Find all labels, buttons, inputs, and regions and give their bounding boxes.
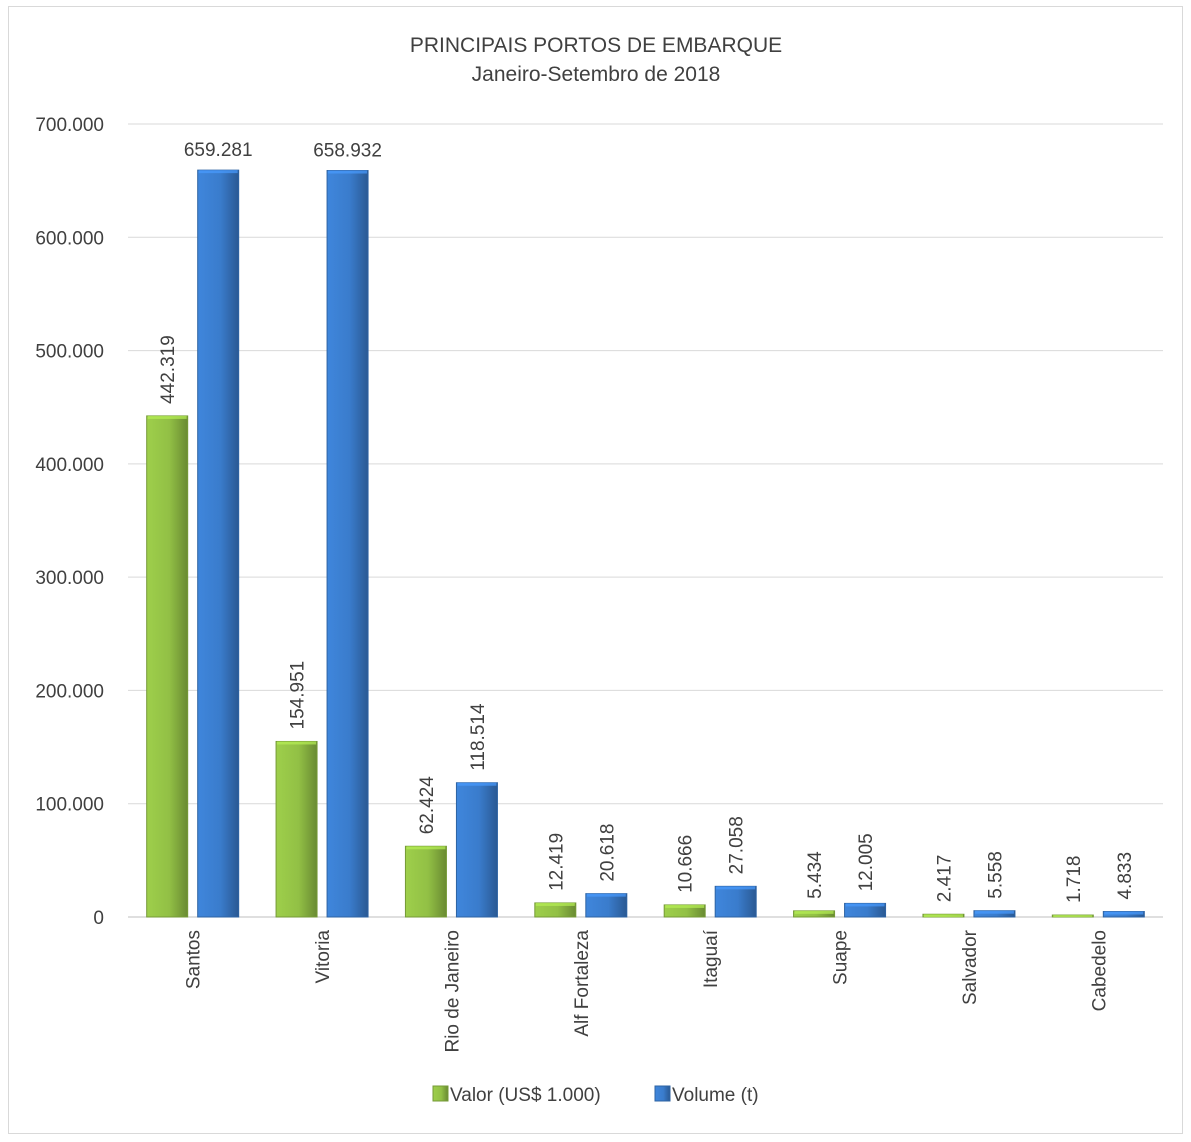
category-label: Alf Fortaleza <box>572 930 593 1037</box>
bar-bevel <box>198 170 238 174</box>
bar-valor <box>275 740 318 918</box>
data-label: 5.434 <box>805 851 826 899</box>
legend: Valor (US$ 1.000) Volume (t) <box>432 1085 759 1106</box>
y-tick-label: 100.000 <box>35 795 104 816</box>
data-label: 118.514 <box>468 703 489 771</box>
y-axis-ticks: 0 100.000 200.000 300.000 400.000 500.000 600.… <box>35 115 104 929</box>
y-tick-label: 700.000 <box>35 115 104 136</box>
y-tick-label: 200.000 <box>35 681 104 702</box>
bars <box>146 169 1145 918</box>
bar-valor <box>146 415 189 918</box>
bar-volume <box>197 169 240 918</box>
data-label: 27.058 <box>727 816 748 874</box>
legend-swatch <box>432 1085 449 1102</box>
chart-title: PRINCIPAIS PORTOS DE EMBARQUE <box>410 34 782 57</box>
bar-bevel <box>716 886 756 890</box>
bar-bevel <box>586 893 626 897</box>
category-label: Cabedelo <box>1089 930 1110 1011</box>
data-label: 5.558 <box>985 851 1006 899</box>
legend-swatch <box>654 1085 671 1102</box>
category-label: Itaguaí <box>701 929 722 988</box>
bar-volume <box>714 885 757 918</box>
bar-bevel <box>328 170 368 174</box>
y-tick-label: 300.000 <box>35 568 104 589</box>
bar-bevel <box>794 910 834 914</box>
data-label: 20.618 <box>597 824 618 882</box>
y-tick-label: 0 <box>93 908 104 929</box>
data-label: 658.932 <box>313 141 382 162</box>
bar-volume <box>326 170 369 918</box>
data-label: 1.718 <box>1064 856 1085 904</box>
bar-bevel <box>277 741 317 745</box>
y-tick-label: 600.000 <box>35 228 104 249</box>
data-label: 154.951 <box>288 661 309 730</box>
y-tick-label: 500.000 <box>35 342 104 363</box>
bar-volume <box>585 893 628 918</box>
bar-bevel <box>1104 911 1144 915</box>
data-labels: 442.319 659.281 154.951 658.932 62.424 118.51… <box>158 140 1136 903</box>
legend-label: Valor (US$ 1.000) <box>450 1085 601 1106</box>
bar-bevel <box>923 914 963 917</box>
bar-bevel <box>665 904 705 908</box>
bar-bevel <box>406 846 446 850</box>
bar-bevel <box>147 415 187 419</box>
category-label: Santos <box>184 930 205 989</box>
y-tick-label: 400.000 <box>35 455 104 476</box>
data-label: 10.666 <box>676 835 697 893</box>
data-label: 442.319 <box>158 335 179 404</box>
category-label: Salvador <box>960 929 981 1005</box>
bar-bevel <box>1053 915 1093 917</box>
data-label: 62.424 <box>417 776 438 835</box>
bar-bevel <box>974 910 1014 914</box>
bar-valor <box>404 845 447 918</box>
category-label: Rio de Janeiro <box>442 930 463 1053</box>
legend-label: Volume (t) <box>672 1085 759 1106</box>
bar-bevel <box>457 782 497 786</box>
category-label: Vitoria <box>313 930 334 984</box>
bar-bevel <box>845 903 885 907</box>
data-label: 12.419 <box>546 833 567 891</box>
category-label: Suape <box>831 930 852 985</box>
bar-volume <box>455 782 498 918</box>
category-labels: Santos Vitoria Rio de Janeiro Alf Fortaleza… <box>184 929 1111 1052</box>
data-label: 12.005 <box>856 833 877 891</box>
data-label: 4.833 <box>1115 852 1136 900</box>
chart-subtitle: Janeiro-Setembro de 2018 <box>472 63 721 86</box>
bar-bevel <box>535 902 575 906</box>
data-label: 659.281 <box>184 140 253 161</box>
data-label: 2.417 <box>934 855 955 903</box>
